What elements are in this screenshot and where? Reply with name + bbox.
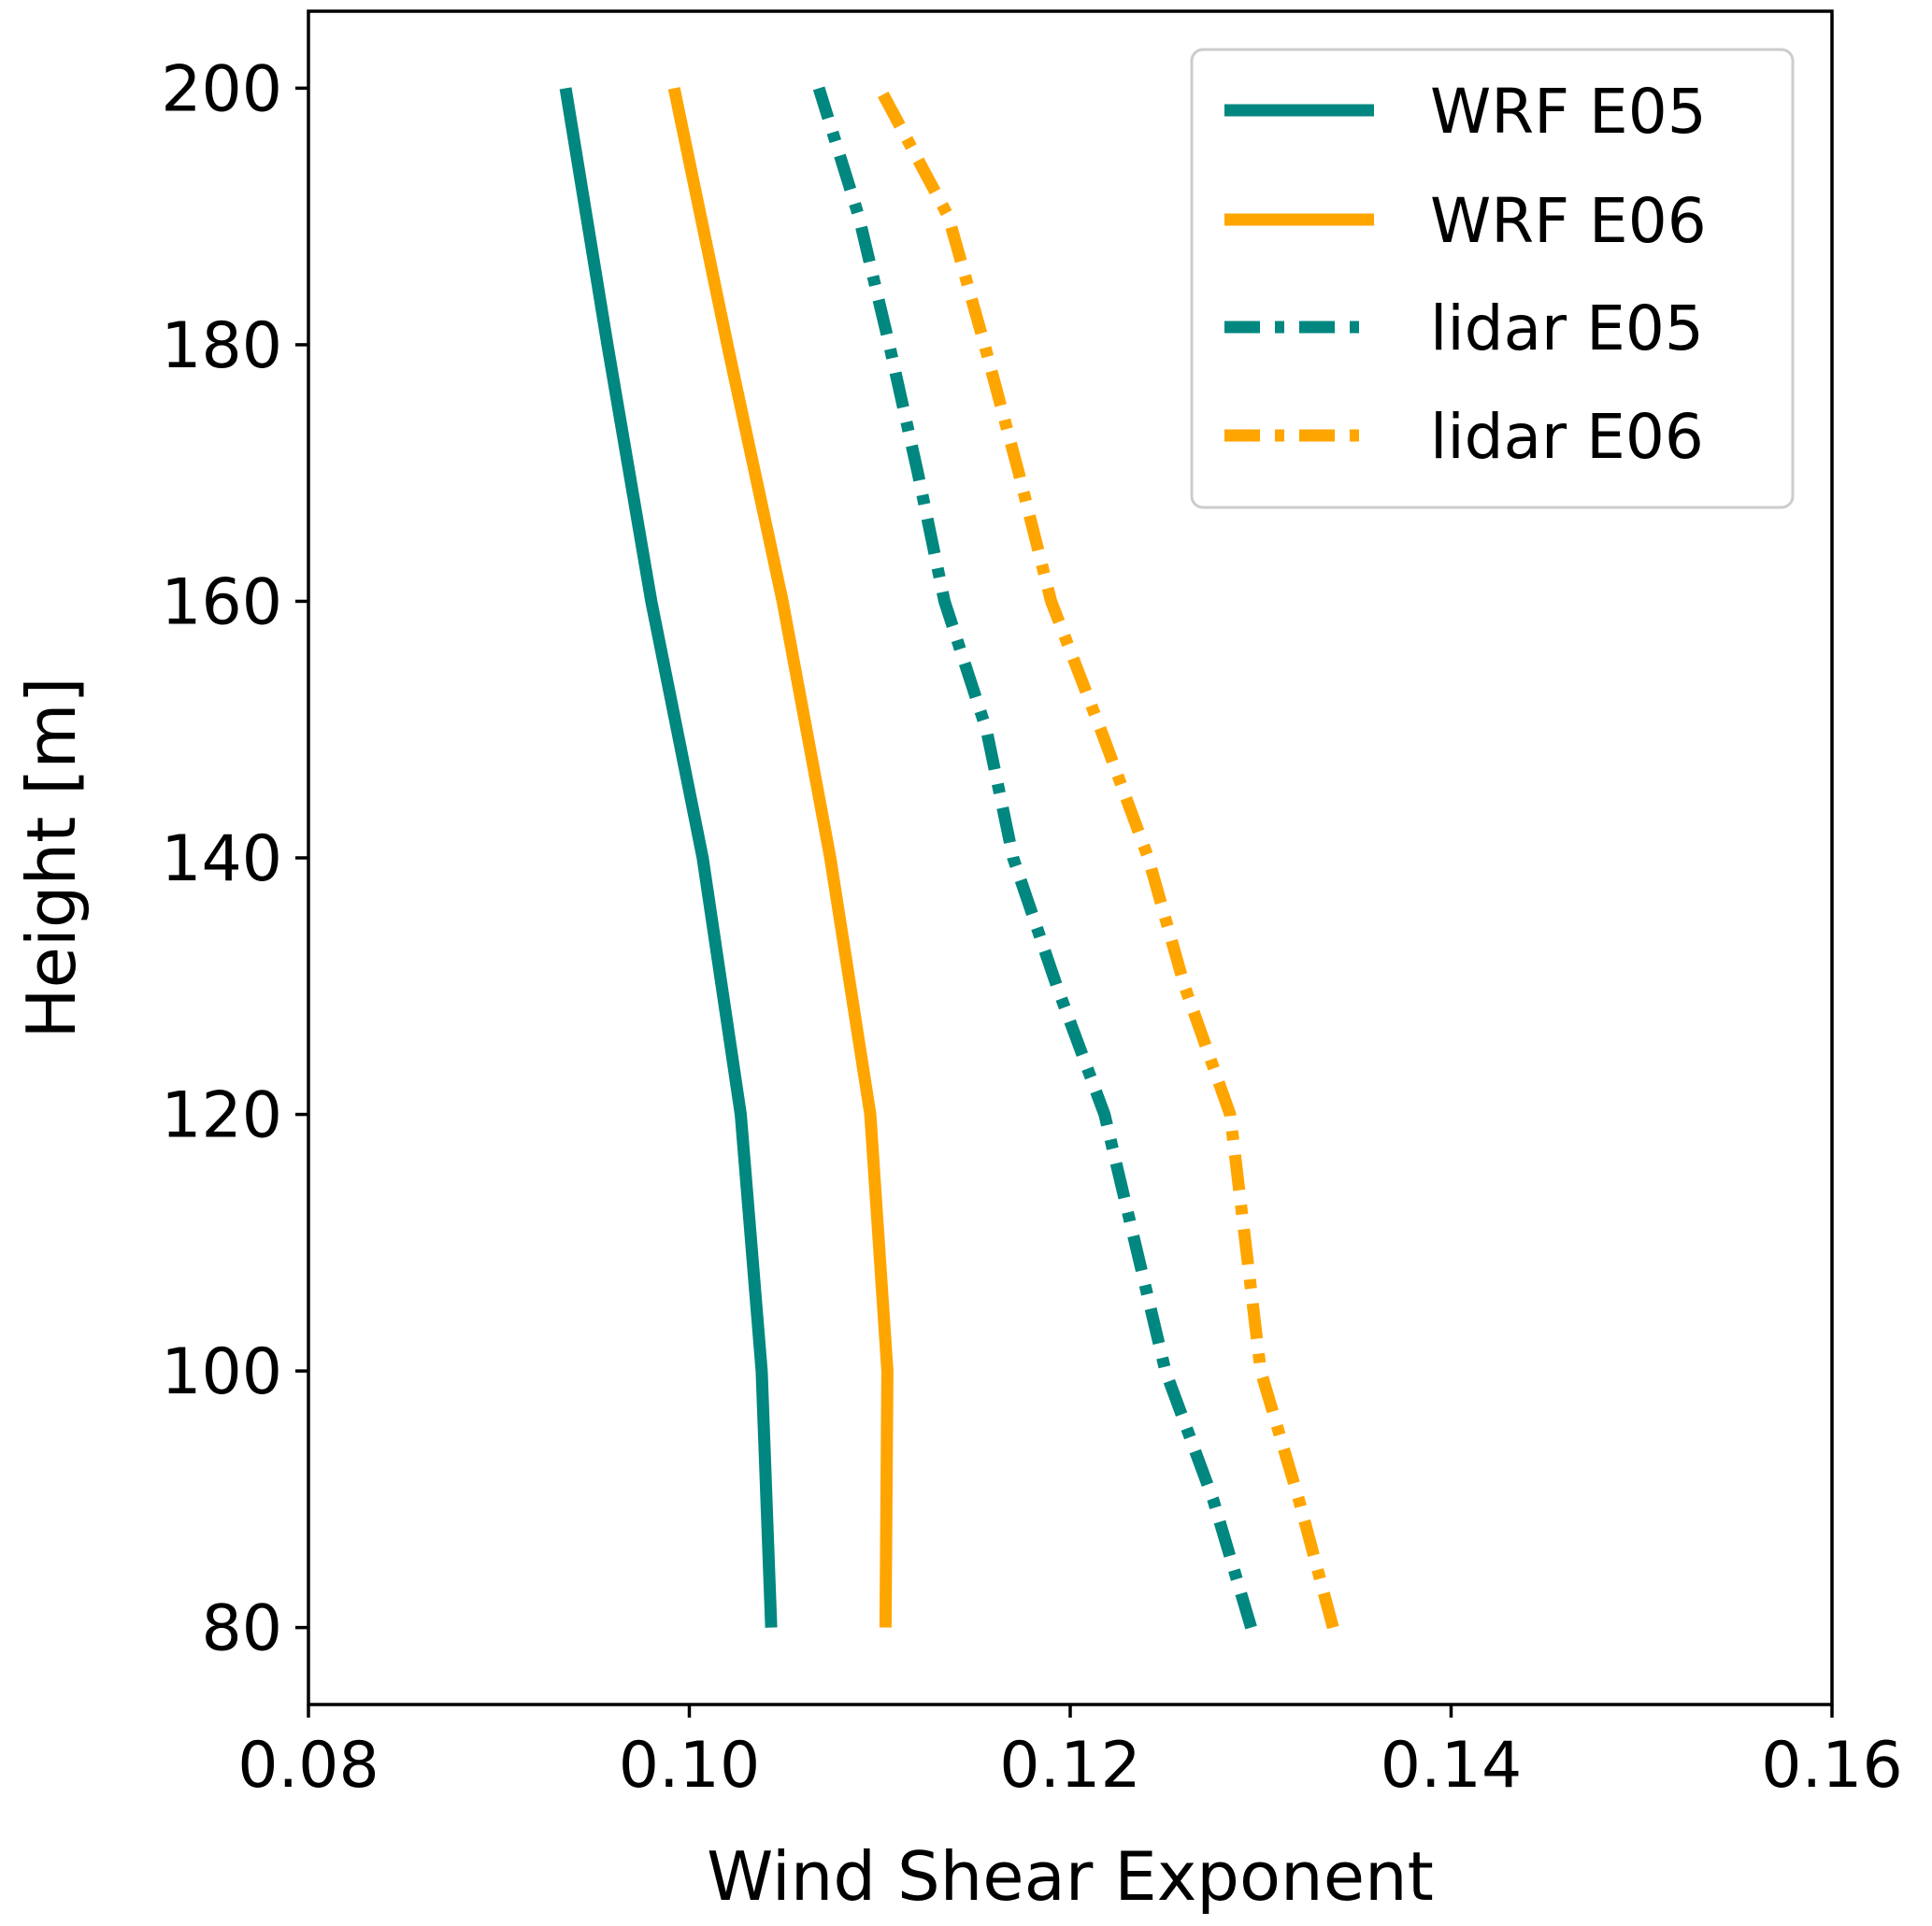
series-line-2: [812, 86, 1257, 1630]
legend: WRF E05 WRF E06 lidar E05 lidar E06: [1190, 48, 1795, 509]
legend-entries: WRF E05 WRF E06 lidar E05 lidar E06: [1224, 76, 1707, 473]
y-axis-ticks: 80 100 120 140 160 180 200: [161, 52, 308, 1666]
y-tick-label: 180: [161, 309, 282, 383]
y-axis-label: Height [m]: [12, 677, 91, 1038]
x-axis-ticks: 0.08 0.10 0.12 0.14 0.16: [237, 1705, 1903, 1803]
series-line-1: [667, 87, 894, 1628]
x-tick-label: 0.12: [999, 1729, 1140, 1803]
legend-label-0: WRF E05: [1430, 76, 1707, 148]
y-tick-label: 140: [161, 822, 282, 896]
y-tick-label: 160: [161, 565, 282, 639]
legend-label-3: lidar E06: [1430, 401, 1704, 473]
x-axis-label: Wind Shear Exponent: [707, 1837, 1434, 1916]
legend-box: [1190, 48, 1795, 509]
x-tick-label: 0.16: [1761, 1729, 1902, 1803]
legend-label-2: lidar E05: [1430, 292, 1704, 364]
y-tick-label: 80: [201, 1592, 282, 1666]
y-tick-label: 200: [161, 52, 282, 126]
legend-label-1: WRF E06: [1430, 185, 1707, 257]
x-tick-label: 0.10: [619, 1729, 760, 1803]
series-line-0: [559, 87, 778, 1628]
x-tick-label: 0.14: [1381, 1729, 1522, 1803]
series-layer: [559, 85, 1339, 1630]
y-tick-label: 100: [161, 1335, 282, 1409]
x-tick-label: 0.08: [237, 1729, 379, 1803]
y-tick-label: 120: [161, 1079, 282, 1153]
